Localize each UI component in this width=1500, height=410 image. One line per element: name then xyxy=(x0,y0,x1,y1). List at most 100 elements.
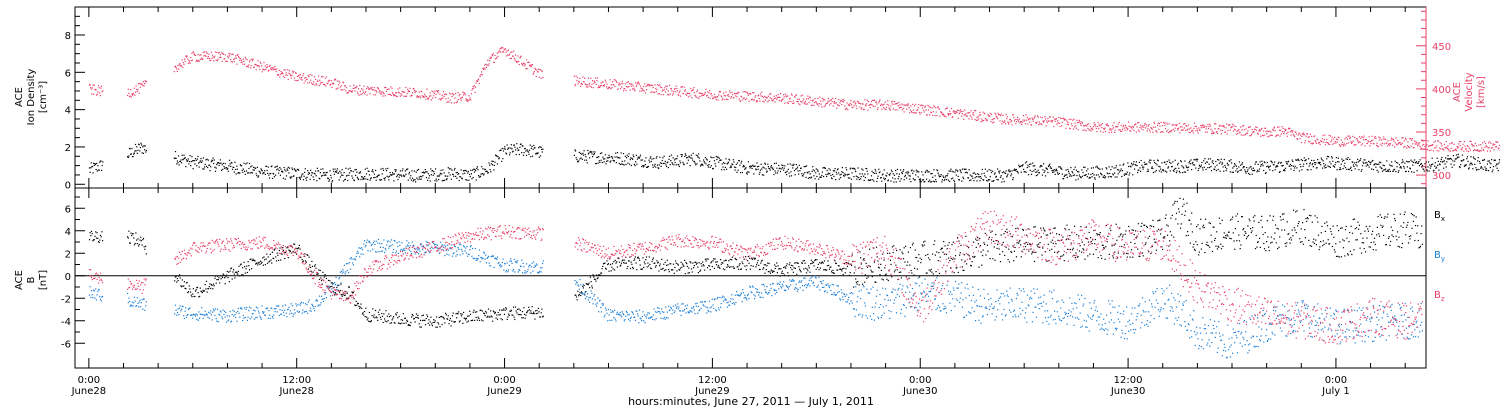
velocity-point xyxy=(945,116,947,118)
velocity-point xyxy=(1071,125,1073,127)
density-point xyxy=(1177,162,1179,164)
density-point xyxy=(876,177,879,179)
density-point xyxy=(912,178,914,180)
density-point xyxy=(424,172,426,174)
density-point xyxy=(1039,166,1041,168)
density-point xyxy=(703,159,705,161)
density-point xyxy=(1385,168,1387,170)
density-point xyxy=(407,168,409,170)
density-point xyxy=(363,178,365,180)
density-point xyxy=(259,171,261,173)
velocity-point xyxy=(418,96,420,98)
density-point xyxy=(980,176,982,178)
velocity-point xyxy=(609,79,611,81)
velocity-point xyxy=(970,110,972,112)
density-point xyxy=(791,164,793,166)
density-point xyxy=(818,173,820,175)
density-point xyxy=(947,173,949,175)
density-point xyxy=(635,161,637,163)
density-point xyxy=(1309,163,1311,165)
density-point xyxy=(211,160,214,162)
density-point xyxy=(526,149,528,151)
density-point xyxy=(674,161,676,164)
velocity-point xyxy=(212,56,214,58)
velocity-point xyxy=(744,91,746,93)
velocity-point xyxy=(467,100,469,102)
density-point xyxy=(1181,165,1183,167)
density-point xyxy=(1192,164,1194,166)
velocity-point xyxy=(313,76,315,78)
density-point xyxy=(648,159,650,161)
density-point xyxy=(1227,164,1230,166)
velocity-point xyxy=(791,94,793,96)
density-point xyxy=(1352,161,1354,163)
density-point xyxy=(602,156,604,158)
velocity-point xyxy=(595,83,597,85)
density-point xyxy=(811,170,813,172)
density-point xyxy=(222,168,224,170)
velocity-point xyxy=(228,55,231,57)
velocity-point xyxy=(1056,123,1058,125)
density-point xyxy=(584,154,586,156)
velocity-point xyxy=(787,102,789,105)
density-tick-label: 6 xyxy=(65,68,71,79)
density-point xyxy=(765,168,767,170)
density-point xyxy=(1189,160,1191,162)
density-point xyxy=(1199,166,1201,168)
density-point xyxy=(202,168,204,170)
density-point xyxy=(304,171,306,173)
density-point xyxy=(1136,165,1138,167)
velocity-point xyxy=(361,93,363,95)
density-point xyxy=(97,165,99,167)
velocity-point xyxy=(829,104,831,106)
velocity-point xyxy=(860,103,862,105)
density-point xyxy=(492,160,494,162)
velocity-point xyxy=(955,112,957,114)
velocity-point xyxy=(287,78,289,80)
density-point xyxy=(987,180,989,182)
density-point xyxy=(361,176,363,178)
density-point xyxy=(1335,157,1337,159)
velocity-point xyxy=(618,84,620,86)
density-point xyxy=(1395,162,1398,164)
density-point xyxy=(231,168,234,170)
velocity-point xyxy=(602,81,604,83)
density-point xyxy=(1181,172,1184,174)
velocity-point xyxy=(875,101,877,103)
velocity-point xyxy=(218,51,220,54)
velocity-point xyxy=(273,68,275,71)
velocity-point xyxy=(954,111,956,113)
density-point xyxy=(1318,163,1321,165)
velocity-point xyxy=(307,75,309,77)
density-point xyxy=(1396,166,1398,168)
velocity-point xyxy=(636,82,639,84)
density-point xyxy=(1180,161,1182,163)
density-point xyxy=(763,167,765,169)
density-point xyxy=(289,176,291,178)
density-point xyxy=(195,159,197,161)
velocity-point xyxy=(281,72,283,74)
velocity-point xyxy=(701,95,703,97)
density-point xyxy=(1306,169,1308,171)
density-point xyxy=(609,161,611,163)
velocity-point xyxy=(1044,118,1047,120)
velocity-point xyxy=(1095,127,1097,130)
velocity-point xyxy=(827,98,829,100)
density-point xyxy=(902,170,904,172)
density-point xyxy=(1197,169,1199,172)
velocity-point xyxy=(933,105,935,107)
density-point xyxy=(808,171,810,173)
velocity-point xyxy=(430,95,432,97)
density-point xyxy=(704,162,706,164)
velocity-point xyxy=(790,101,792,103)
density-point xyxy=(501,160,503,162)
density-point xyxy=(1221,163,1223,165)
density-point xyxy=(250,166,252,168)
velocity-point xyxy=(429,92,431,94)
velocity-point xyxy=(940,111,942,113)
density-point xyxy=(1331,157,1333,159)
density-point xyxy=(277,168,279,170)
density-point xyxy=(213,159,215,161)
density-point xyxy=(1244,169,1246,171)
